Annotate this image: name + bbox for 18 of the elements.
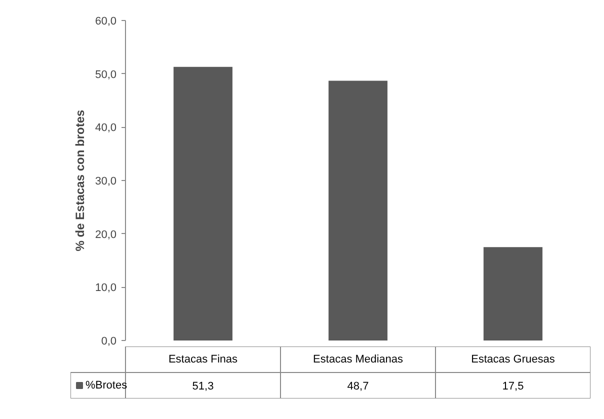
data-label: 51,3 (192, 380, 214, 392)
y-tick-label: 50,0 (95, 68, 117, 81)
y-tick-label: 30,0 (95, 176, 117, 188)
y-tick-label: 0,0 (101, 336, 117, 348)
x-tick-label: Estacas Medianas (313, 354, 404, 366)
x-tick-label: Estacas Gruesas (471, 354, 556, 366)
y-tick-label: 10,0 (95, 282, 117, 294)
y-axis-title: % de Estacas con brotes (73, 109, 88, 252)
data-label: 17,5 (502, 380, 524, 392)
y-tick-label: 20,0 (95, 228, 117, 241)
data-label: 48,7 (347, 380, 369, 392)
bar (174, 66, 232, 340)
bar (328, 80, 388, 340)
x-tick-label: Estacas Finas (168, 354, 238, 366)
legend-label: %Brotes (86, 380, 128, 392)
y-tick-label: 40,0 (95, 122, 117, 134)
y-tick-label: 60,0 (95, 16, 117, 28)
bar (484, 247, 542, 340)
